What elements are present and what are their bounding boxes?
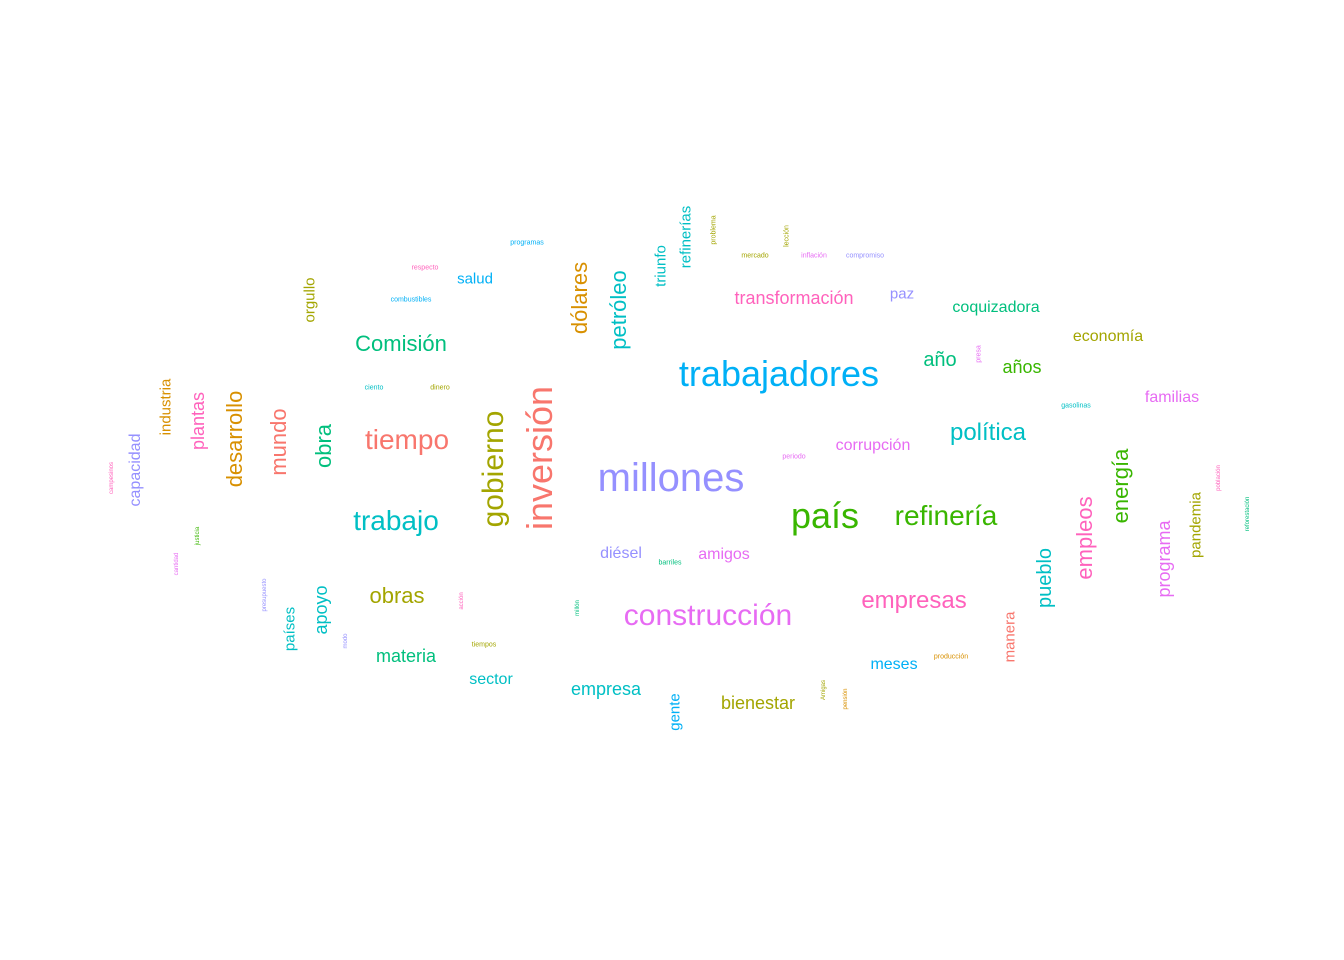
- word-produccion: producción: [933, 653, 969, 661]
- word-justicia: justicia: [195, 526, 201, 546]
- word-anos: años: [1002, 357, 1042, 377]
- word-coquizadora: coquizadora: [952, 299, 1040, 316]
- word-ano: año: [923, 349, 957, 371]
- word-refineria: refinería: [894, 500, 998, 531]
- word-paz: paz: [889, 285, 915, 303]
- word-tiempos: tiempos: [471, 641, 497, 649]
- word-corrupcion: corrupción: [835, 437, 911, 454]
- word-familias: familias: [1144, 389, 1200, 406]
- word-gente: gente: [666, 693, 684, 731]
- word-inflacion: inflación: [801, 252, 827, 260]
- word-accion: acción: [459, 592, 465, 610]
- word-plantas: plantas: [188, 391, 208, 451]
- word-capacidad: capacidad: [127, 433, 144, 507]
- word-pais: país: [790, 495, 860, 536]
- word-reforestacion: reforestación: [1245, 496, 1251, 532]
- word-millones: millones: [597, 456, 745, 500]
- word-desarrollo: desarrollo: [222, 390, 247, 488]
- word-paises: países: [281, 606, 299, 652]
- word-empresa: empresa: [570, 679, 642, 699]
- word-empleos: empleos: [1072, 496, 1097, 580]
- word-orgullo: orgullo: [301, 277, 319, 323]
- word-pueblo: pueblo: [1034, 547, 1056, 609]
- word-gasolinas: gasolinas: [1061, 402, 1091, 410]
- word-obra: obra: [311, 423, 336, 469]
- word-sector: sector: [469, 671, 513, 688]
- word-amigas: Amigas: [821, 679, 827, 701]
- word-manera: manera: [1001, 611, 1019, 663]
- word-obras: obras: [369, 583, 425, 608]
- word-problema: problema: [710, 215, 718, 245]
- word-ciento: ciento: [364, 384, 384, 392]
- word-millon: millón: [575, 600, 581, 616]
- word-diesel: diésel: [600, 545, 642, 562]
- word-energia: energía: [1108, 448, 1133, 524]
- word-trabajo: trabajo: [353, 505, 439, 536]
- word-empresas: empresas: [861, 587, 967, 614]
- word-comision: Comisión: [355, 331, 447, 356]
- word-apoyo: apoyo: [311, 585, 331, 635]
- word-politica: política: [949, 419, 1027, 446]
- word-transformacion: transformación: [734, 288, 854, 308]
- word-tiempo: tiempo: [364, 424, 450, 455]
- word-respecto: respecto: [411, 264, 439, 272]
- word-programas: programas: [510, 239, 544, 247]
- word-dinero: dinero: [430, 384, 450, 392]
- word-bienestar: bienestar: [720, 693, 796, 713]
- word-periodo: periodo: [782, 453, 806, 461]
- word-combustibles: combustibles: [390, 296, 432, 304]
- word-industria: industria: [157, 378, 175, 436]
- word-refinerias: refinerías: [677, 205, 695, 269]
- word-presa: presa: [975, 345, 983, 363]
- word-triunfo: triunfo: [652, 245, 670, 287]
- word-trabajadores: trabajadores: [678, 353, 880, 394]
- word-gobierno: gobierno: [477, 410, 510, 528]
- word-campesinos: campesinos: [109, 461, 115, 495]
- word-dolares: dólares: [567, 261, 592, 335]
- word-meses: meses: [870, 656, 918, 673]
- word-materia: materia: [375, 646, 437, 666]
- word-amigos: amigos: [698, 546, 750, 563]
- word-modo: modo: [343, 633, 349, 649]
- word-barriles: barriles: [658, 559, 682, 567]
- word-poblacion: población: [1216, 465, 1222, 491]
- word-compromiso: compromiso: [845, 252, 885, 260]
- word-economia: economía: [1072, 328, 1144, 345]
- word-programa: programa: [1154, 520, 1174, 598]
- word-presupuesto: presupuesto: [262, 578, 268, 612]
- word-pandemia: pandemia: [1187, 492, 1205, 558]
- word-pension: pensión: [843, 688, 849, 710]
- word-salud: salud: [457, 270, 493, 288]
- word-mercado: mercado: [741, 252, 769, 260]
- word-mundo: mundo: [266, 408, 291, 476]
- word-petroleo: petróleo: [606, 270, 631, 350]
- word-leccion: lección: [783, 225, 791, 247]
- word-inversion: inversión: [519, 385, 560, 531]
- word-construccion: construcción: [623, 599, 793, 632]
- word-cantidad: cantidad: [174, 552, 180, 576]
